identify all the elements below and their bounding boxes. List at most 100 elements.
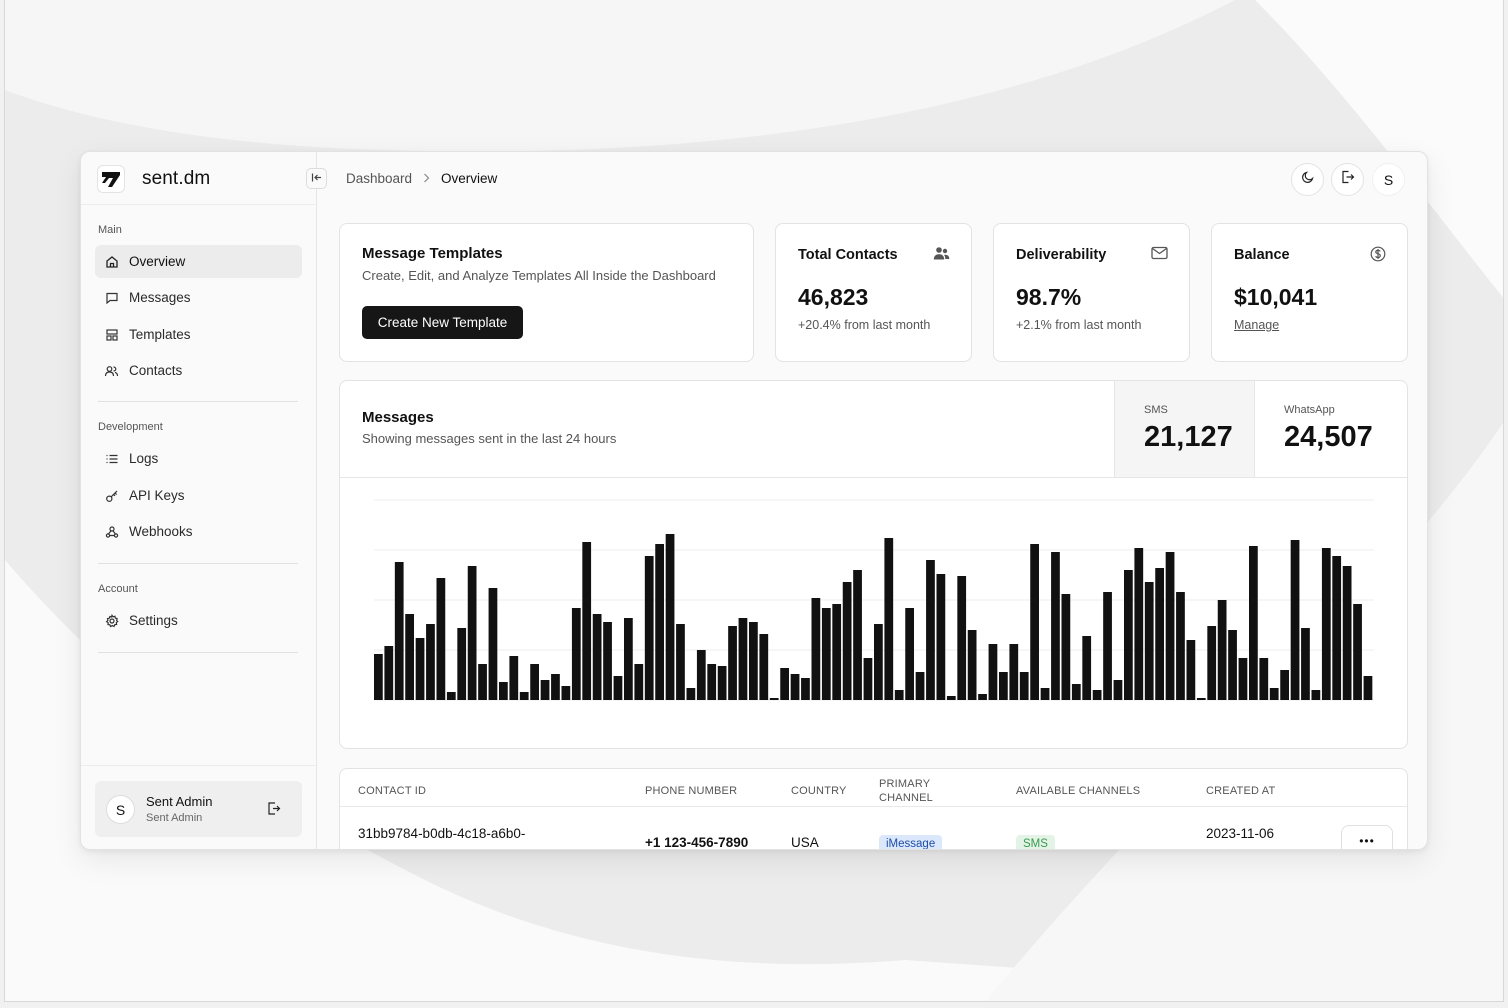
chart-bar[interactable] xyxy=(1071,684,1081,700)
chart-bar[interactable] xyxy=(999,672,1008,700)
chart-bar[interactable] xyxy=(957,576,967,700)
chart-bar[interactable] xyxy=(1207,626,1217,700)
chart-bar[interactable] xyxy=(1342,566,1352,700)
avatar[interactable]: S xyxy=(1372,163,1405,196)
chart-bar[interactable] xyxy=(561,686,571,700)
chart-bar[interactable] xyxy=(624,618,633,700)
whatsapp-total-toggle[interactable]: WhatsApp 24,507 xyxy=(1254,381,1407,477)
chart-bar[interactable] xyxy=(811,598,821,700)
chart-bar[interactable] xyxy=(655,544,664,700)
chart-bar[interactable] xyxy=(634,664,644,700)
chart-bar[interactable] xyxy=(1249,546,1258,700)
chart-bar[interactable] xyxy=(676,624,685,700)
chart-bar[interactable] xyxy=(1030,544,1039,700)
chart-bar[interactable] xyxy=(1082,636,1092,700)
sidebar-item-messages[interactable]: Messages xyxy=(95,281,302,314)
chart-bar[interactable] xyxy=(967,630,977,700)
chart-bar[interactable] xyxy=(1040,688,1050,700)
breadcrumb-dashboard[interactable]: Dashboard xyxy=(346,171,413,186)
chart-bar[interactable] xyxy=(1092,690,1102,700)
chart-bar[interactable] xyxy=(707,664,717,700)
chart-bar[interactable] xyxy=(446,692,456,700)
chart-bar[interactable] xyxy=(790,674,800,700)
chart-bar[interactable] xyxy=(644,556,654,700)
chart-bar[interactable] xyxy=(769,698,779,700)
chart-bar[interactable] xyxy=(749,622,758,700)
sidebar-item-templates[interactable]: Templates xyxy=(95,318,302,351)
chart-bar[interactable] xyxy=(1155,568,1164,700)
chart-bar[interactable] xyxy=(894,690,904,700)
chart-bar[interactable] xyxy=(863,658,873,700)
chart-bar[interactable] xyxy=(1228,630,1237,700)
column-header[interactable]: CONTACT ID xyxy=(358,785,427,797)
chart-bar[interactable] xyxy=(519,692,529,700)
chart-bar[interactable] xyxy=(842,582,852,700)
chart-bar[interactable] xyxy=(436,578,446,700)
chart-bar[interactable] xyxy=(1332,556,1342,700)
chart-bar[interactable] xyxy=(759,634,769,700)
column-header[interactable]: PRIMARY CHANNEL xyxy=(879,778,933,804)
sidebar-item-settings[interactable]: Settings xyxy=(95,604,302,637)
chart-bar[interactable] xyxy=(1238,658,1248,700)
chart-bar[interactable] xyxy=(874,624,883,700)
chart-bar[interactable] xyxy=(1196,698,1206,700)
chart-bar[interactable] xyxy=(1290,540,1300,700)
chart-bar[interactable] xyxy=(1311,690,1321,700)
chart-bar[interactable] xyxy=(1009,644,1019,700)
chart-bar[interactable] xyxy=(426,624,435,700)
chart-bar[interactable] xyxy=(1301,628,1310,700)
chart-bar[interactable] xyxy=(1019,672,1029,700)
column-header[interactable]: AVAILABLE CHANNELS xyxy=(1016,785,1141,797)
chart-bar[interactable] xyxy=(1051,552,1060,700)
chart-bar[interactable] xyxy=(613,676,623,700)
chart-bar[interactable] xyxy=(488,588,498,700)
chart-bar[interactable] xyxy=(780,668,789,700)
chart-bar[interactable] xyxy=(1363,676,1373,700)
chart-bar[interactable] xyxy=(405,614,414,700)
chart-bar[interactable] xyxy=(415,638,425,700)
chart-bar[interactable] xyxy=(988,644,998,700)
chart-bar[interactable] xyxy=(551,674,560,700)
chart-bar[interactable] xyxy=(946,696,956,700)
chart-bar[interactable] xyxy=(1176,592,1185,700)
chart-bar[interactable] xyxy=(457,628,467,700)
chart-bar[interactable] xyxy=(592,614,602,700)
sidebar-item-logs[interactable]: Logs xyxy=(95,442,302,475)
chart-bar[interactable] xyxy=(738,618,748,700)
chart-bar[interactable] xyxy=(978,694,987,700)
theme-toggle-button[interactable] xyxy=(1291,163,1324,196)
chart-bar[interactable] xyxy=(926,560,935,700)
chart-bar[interactable] xyxy=(603,622,612,700)
chart-bar[interactable] xyxy=(499,682,508,700)
chart-bar[interactable] xyxy=(1144,582,1154,700)
chart-bar[interactable] xyxy=(394,562,404,700)
chart-bar[interactable] xyxy=(1124,570,1133,700)
chart-bar[interactable] xyxy=(1280,670,1289,700)
chart-bar[interactable] xyxy=(374,654,383,700)
chart-bar[interactable] xyxy=(1353,604,1362,700)
chart-bar[interactable] xyxy=(467,566,477,700)
chart-bar[interactable] xyxy=(540,680,550,700)
chart-bar[interactable] xyxy=(571,608,581,700)
chart-bar[interactable] xyxy=(936,574,946,700)
brand[interactable]: sent.dm xyxy=(97,164,210,194)
column-header[interactable]: CREATED AT xyxy=(1206,785,1276,797)
chart-bar[interactable] xyxy=(384,646,394,700)
sidebar-item-contacts[interactable]: Contacts xyxy=(95,354,302,387)
chart-bar[interactable] xyxy=(665,534,675,700)
column-header[interactable]: PHONE NUMBER xyxy=(645,785,738,797)
create-template-button[interactable]: Create New Template xyxy=(362,306,523,339)
chart-bar[interactable] xyxy=(728,626,737,700)
chart-bar[interactable] xyxy=(915,672,925,700)
chart-bar[interactable] xyxy=(853,570,862,700)
logout-button[interactable] xyxy=(1331,163,1364,196)
chart-bar[interactable] xyxy=(509,656,519,700)
chart-bar[interactable] xyxy=(1103,592,1112,700)
chart-bar[interactable] xyxy=(717,666,727,700)
chart-bar[interactable] xyxy=(1113,680,1123,700)
chart-bar[interactable] xyxy=(1061,594,1071,700)
chart-bar[interactable] xyxy=(582,542,592,700)
chart-bar[interactable] xyxy=(832,604,842,700)
chart-bar[interactable] xyxy=(821,608,831,700)
row-actions-button[interactable]: ••• xyxy=(1341,825,1393,849)
